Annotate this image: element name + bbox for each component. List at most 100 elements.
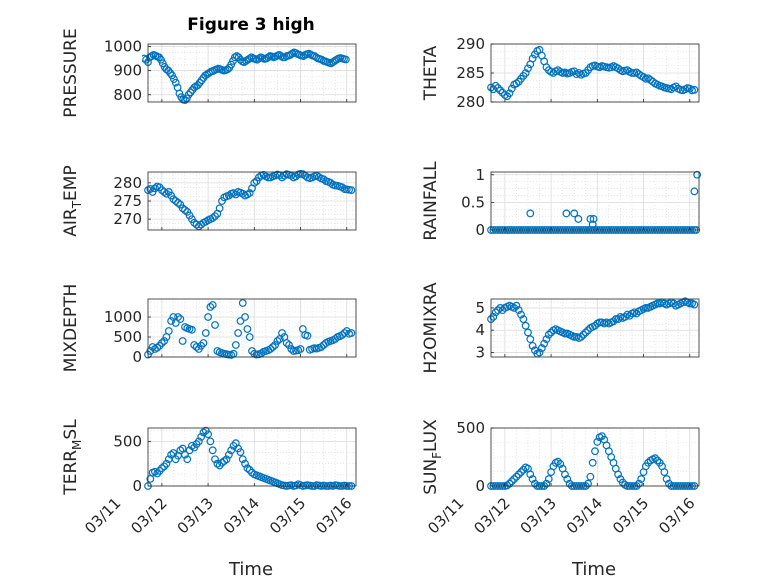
data-point — [208, 301, 217, 309]
data-point — [245, 54, 254, 63]
y-tick-label: 270 — [113, 210, 142, 228]
data-point — [211, 321, 219, 329]
y-tick-label: 800 — [113, 86, 142, 104]
data-point — [574, 215, 583, 223]
data-point — [160, 337, 169, 345]
y-tick-label: 3 — [475, 344, 485, 362]
data-point — [157, 464, 166, 473]
y-axis-label: RAINFALL — [421, 161, 441, 241]
data-point — [579, 330, 588, 339]
data-point — [693, 170, 702, 179]
y-axis-label: THETA — [421, 45, 441, 101]
y-tick-label: 0 — [132, 348, 142, 366]
y-axis-label: PRESSURE — [61, 28, 81, 117]
y-tick-label: 0 — [475, 477, 485, 495]
data-point — [510, 304, 519, 312]
data-point — [503, 481, 512, 490]
data-point — [174, 313, 182, 321]
data-point — [278, 329, 286, 337]
data-point — [183, 455, 192, 464]
data-point — [273, 337, 282, 345]
data-point — [188, 325, 196, 334]
data-point — [591, 447, 599, 456]
data-point — [537, 344, 546, 352]
data-point — [347, 186, 356, 195]
data-point — [264, 53, 273, 62]
data-point — [234, 329, 243, 337]
data-point — [593, 438, 602, 446]
data-points — [144, 169, 356, 231]
data-point — [521, 69, 530, 77]
data-point — [341, 55, 350, 64]
y-tick-label: 280 — [456, 93, 485, 111]
data-point — [517, 468, 525, 476]
data-point — [338, 183, 347, 192]
data-point — [491, 81, 500, 90]
y-tick-label: 500 — [113, 328, 142, 346]
data-point — [264, 173, 273, 182]
data-point — [204, 430, 212, 439]
data-point — [243, 325, 252, 333]
y-axis-label-text: AIR — [61, 208, 81, 237]
data-points — [487, 45, 699, 101]
data-point — [255, 54, 263, 63]
plot-area — [148, 44, 356, 102]
y-axis-label-text: PRESSURE — [61, 28, 81, 117]
data-point — [494, 84, 502, 92]
data-point — [584, 479, 592, 488]
data-point — [271, 341, 280, 349]
data-point — [690, 300, 699, 309]
data-point — [540, 339, 549, 348]
data-point — [245, 333, 254, 341]
data-point — [332, 55, 341, 64]
data-point — [201, 329, 210, 337]
data-point — [229, 57, 237, 65]
data-point — [561, 470, 569, 479]
data-point — [577, 333, 586, 341]
data-point — [241, 459, 249, 468]
data-point — [195, 78, 204, 87]
y-axis-label: H2OMIXRA — [421, 282, 441, 373]
y-axis-label-text: THETA — [421, 45, 441, 101]
y-axis-label-text: RAINFALL — [421, 161, 441, 241]
data-point — [562, 209, 571, 218]
data-point — [151, 184, 159, 193]
subplot-2: 280 285 290 THETA — [421, 35, 700, 111]
data-point — [517, 310, 525, 319]
y-axis-label-text: SUN — [421, 459, 441, 495]
data-point — [586, 215, 595, 223]
data-point — [181, 96, 189, 104]
data-point — [169, 75, 178, 83]
data-point — [526, 470, 535, 479]
data-point — [222, 455, 231, 464]
data-point — [223, 65, 232, 74]
data-point — [155, 53, 163, 62]
data-point — [639, 73, 648, 81]
data-point — [250, 178, 259, 187]
data-point — [651, 454, 659, 463]
data-point — [635, 479, 643, 488]
axes-box — [490, 298, 700, 358]
subplot-6: 3 4 5 H2OMIXRA — [421, 282, 700, 374]
data-point — [685, 299, 694, 308]
y-axis-label-subscript: F — [430, 452, 444, 459]
data-point — [685, 84, 694, 93]
data-point — [213, 459, 222, 468]
data-point — [563, 475, 572, 483]
data-point — [528, 54, 537, 63]
data-point — [641, 304, 650, 312]
data-point — [581, 328, 590, 337]
data-point — [206, 437, 215, 446]
data-point — [266, 345, 275, 353]
data-point — [208, 214, 217, 222]
y-tick-label: 280 — [113, 174, 142, 192]
data-point — [238, 455, 247, 464]
data-point — [241, 313, 249, 321]
y-tick-label: 0 — [475, 221, 485, 239]
data-point — [171, 78, 180, 87]
subplot-1: 800 900 1000 PRESSURE — [61, 28, 357, 118]
data-point — [288, 49, 297, 58]
data-point — [157, 339, 166, 347]
